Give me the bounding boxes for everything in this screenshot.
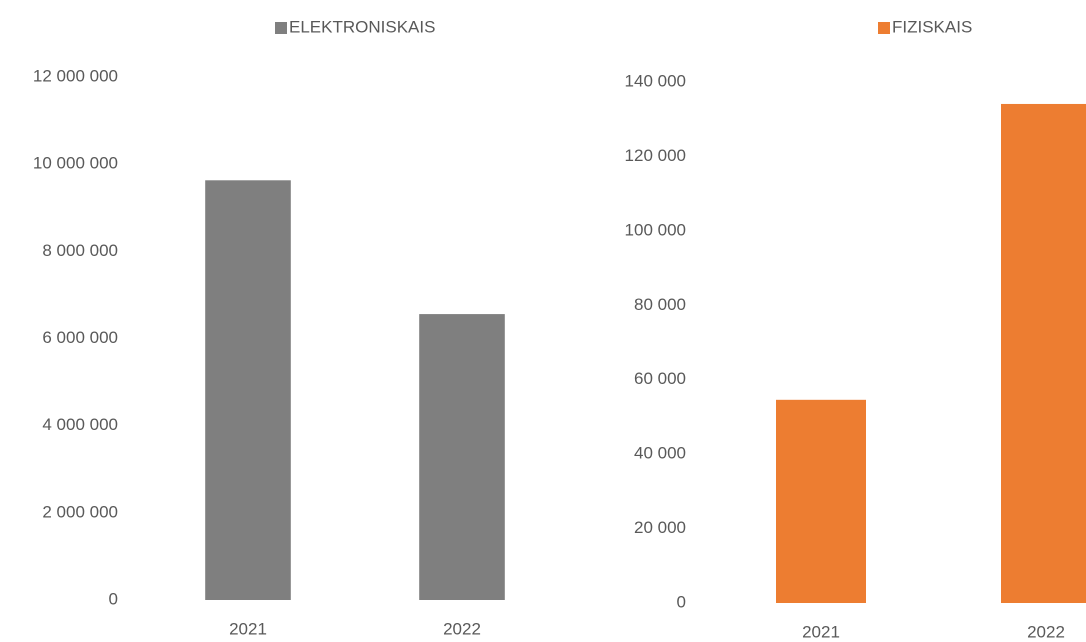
x-tick-label: 2022 (1027, 622, 1065, 641)
bar (1001, 103, 1086, 604)
y-tick-label: 60 000 (634, 369, 686, 388)
bar (419, 314, 505, 600)
x-tick-label: 2021 (802, 622, 840, 641)
y-tick-label: 2 000 000 (42, 502, 118, 521)
y-tick-label: 6 000 000 (42, 328, 118, 347)
legend-swatch (878, 22, 890, 34)
y-tick-label: 20 000 (634, 518, 686, 537)
y-tick-label: 140 000 (625, 71, 686, 90)
y-tick-label: 4 000 000 (42, 415, 118, 434)
bar (205, 180, 291, 601)
x-tick-label: 2022 (443, 619, 481, 638)
y-tick-label: 12 000 000 (33, 66, 118, 85)
y-tick-label: 100 000 (625, 220, 686, 239)
bar (776, 399, 866, 603)
x-tick-label: 2021 (229, 619, 267, 638)
y-tick-label: 8 000 000 (42, 241, 118, 260)
y-tick-label: 0 (109, 589, 118, 608)
legend-label: ELEKTRONISKAIS (289, 17, 435, 36)
y-tick-label: 120 000 (625, 146, 686, 165)
y-tick-label: 80 000 (634, 295, 686, 314)
legend-label: FIZISKAIS (892, 17, 972, 36)
y-tick-label: 0 (677, 592, 686, 611)
y-tick-label: 40 000 (634, 444, 686, 463)
legend-swatch (275, 22, 287, 34)
y-tick-label: 10 000 000 (33, 154, 118, 173)
